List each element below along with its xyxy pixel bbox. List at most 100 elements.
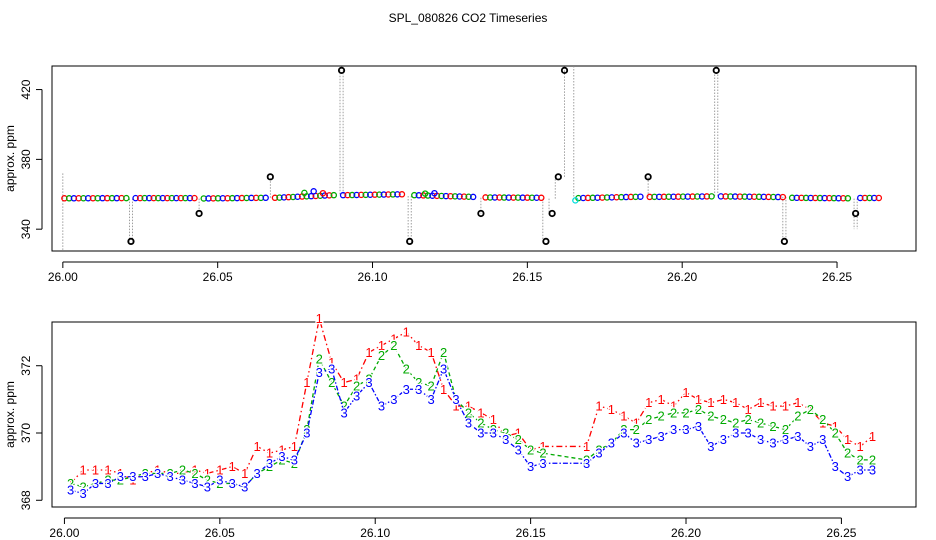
series-1-point-marker: 1 bbox=[695, 392, 702, 407]
co2-sample-point bbox=[415, 192, 423, 199]
series-1-point-marker: 1 bbox=[869, 429, 876, 444]
series-1-point-marker: 1 bbox=[278, 442, 285, 457]
series-1-point-marker: 1 bbox=[440, 382, 447, 397]
series-2-point-marker: 2 bbox=[832, 426, 839, 441]
series-2-point-marker: 2 bbox=[216, 476, 223, 491]
series-2-point-marker: 2 bbox=[378, 348, 385, 363]
series-3-point-marker: 3 bbox=[539, 456, 546, 471]
series-2-point-marker: 2 bbox=[67, 476, 74, 491]
series-1-point-marker: 1 bbox=[142, 466, 149, 481]
co2-sample-point bbox=[326, 192, 333, 199]
co2-sample-point bbox=[307, 192, 315, 200]
series-3-point-marker: 3 bbox=[254, 466, 261, 481]
series-1-point-marker: 1 bbox=[378, 338, 385, 353]
series-2-point-marker: 2 bbox=[440, 345, 447, 360]
series-1-point-marker: 1 bbox=[452, 399, 459, 414]
co2-sample-point bbox=[289, 193, 297, 201]
co2-sample-point bbox=[285, 193, 292, 201]
co2-sample-point bbox=[469, 193, 477, 201]
series-3-point-marker: 3 bbox=[179, 473, 186, 488]
co2-sample-point bbox=[310, 188, 317, 195]
series-2-point-marker: 2 bbox=[645, 412, 652, 427]
series-2-point-marker: 2 bbox=[527, 442, 534, 457]
series-3-point-marker: 3 bbox=[682, 422, 689, 437]
series-3-point-marker: 3 bbox=[757, 432, 764, 447]
series-3-point-marker: 3 bbox=[365, 375, 372, 390]
outlier-point bbox=[560, 66, 569, 74]
series-2-point-marker: 2 bbox=[117, 473, 124, 488]
series-1-point-marker: 1 bbox=[241, 466, 248, 481]
co2-sample-point bbox=[319, 189, 327, 197]
outlier-point bbox=[554, 173, 562, 181]
co2-sample-point bbox=[844, 195, 852, 202]
series-3-point-marker: 3 bbox=[241, 479, 248, 494]
series-2-point-marker: 2 bbox=[278, 452, 285, 467]
series-1-point-marker: 1 bbox=[583, 439, 590, 454]
series-3-point-marker: 3 bbox=[807, 439, 814, 454]
co2-sample-point bbox=[132, 194, 139, 202]
series-2-point-marker: 2 bbox=[365, 372, 372, 387]
series-2-point-marker: 2 bbox=[633, 422, 640, 437]
series-2-point-marker: 2 bbox=[515, 432, 522, 447]
series-3-point-marker: 3 bbox=[92, 476, 99, 491]
series-1-point-marker: 1 bbox=[266, 446, 273, 461]
plot-frame bbox=[51, 65, 917, 252]
outlier-point bbox=[127, 237, 135, 246]
series-2-point-marker: 2 bbox=[428, 378, 435, 393]
series-2-point-marker: 2 bbox=[658, 409, 665, 424]
series-1-point-marker: 1 bbox=[403, 325, 410, 340]
series-2-point-marker: 2 bbox=[316, 352, 323, 367]
series-3-point-marker: 3 bbox=[645, 432, 652, 447]
outlier-point bbox=[780, 237, 788, 246]
co2-sample-point bbox=[875, 194, 883, 202]
series-1-point-marker: 1 bbox=[104, 463, 111, 478]
y-tick-label: 370 bbox=[19, 423, 33, 443]
series-1-point-marker: 1 bbox=[515, 426, 522, 441]
co2-sample-point bbox=[294, 193, 301, 201]
series-2-point-marker: 2 bbox=[757, 415, 764, 430]
series-1-point-marker: 1 bbox=[390, 331, 397, 346]
co2-sample-point bbox=[177, 194, 185, 202]
series-1-point-marker: 1 bbox=[254, 439, 261, 454]
series-1-point-marker: 1 bbox=[204, 466, 211, 481]
series-3-point-marker: 3 bbox=[583, 456, 590, 471]
series-3-point-marker: 3 bbox=[403, 382, 410, 397]
series-2-point-marker: 2 bbox=[490, 422, 497, 437]
series-3-point-marker: 3 bbox=[378, 399, 385, 414]
series-1-point-marker: 1 bbox=[633, 415, 640, 430]
series-3-point-marker: 3 bbox=[769, 436, 776, 451]
series-1-point-marker: 1 bbox=[502, 429, 509, 444]
series-2-point-marker: 2 bbox=[583, 452, 590, 467]
series-1-point-marker: 1 bbox=[794, 395, 801, 410]
series-2-point-marker: 2 bbox=[707, 409, 714, 424]
x-tick-label: 26.05 bbox=[205, 526, 235, 540]
series-2-point-marker: 2 bbox=[142, 466, 149, 481]
co2-sample-point bbox=[367, 191, 374, 198]
co2-sample-point bbox=[136, 194, 144, 202]
panel-1-co2-scatter: 26.00 26.05 26.10 26.15 26.20 26.25 340 380 420 a… bbox=[3, 65, 917, 284]
series-1-point-marker: 1 bbox=[465, 399, 472, 414]
series-3-point-marker: 3 bbox=[745, 426, 752, 441]
series-2-point-marker: 2 bbox=[390, 338, 397, 353]
co2-sample-point bbox=[431, 189, 438, 197]
series-3-point-marker: 3 bbox=[477, 426, 484, 441]
series-2-point-marker: 2 bbox=[595, 442, 602, 457]
x-tick-label: 26.10 bbox=[358, 270, 388, 284]
series-1-point-marker: 1 bbox=[844, 432, 851, 447]
co2-sample-point bbox=[637, 193, 644, 200]
series-2-point-marker: 2 bbox=[204, 473, 211, 488]
series-1-point-marker: 1 bbox=[832, 419, 839, 434]
y-tick-label: 372 bbox=[19, 355, 33, 375]
series-1-point-marker: 1 bbox=[291, 439, 298, 454]
series-3-point-marker: 3 bbox=[142, 469, 149, 484]
series-2-point-marker: 2 bbox=[745, 412, 752, 427]
series-3-point-marker: 3 bbox=[452, 392, 459, 407]
series-1-point-marker: 1 bbox=[179, 466, 186, 481]
series-2-point-marker: 2 bbox=[415, 375, 422, 390]
co2-sample-point bbox=[394, 191, 401, 198]
co2-sample-point bbox=[330, 191, 338, 199]
co2-sample-point bbox=[154, 194, 162, 202]
series-3-point-marker: 3 bbox=[67, 483, 74, 498]
series-3-point-marker: 3 bbox=[229, 476, 236, 491]
